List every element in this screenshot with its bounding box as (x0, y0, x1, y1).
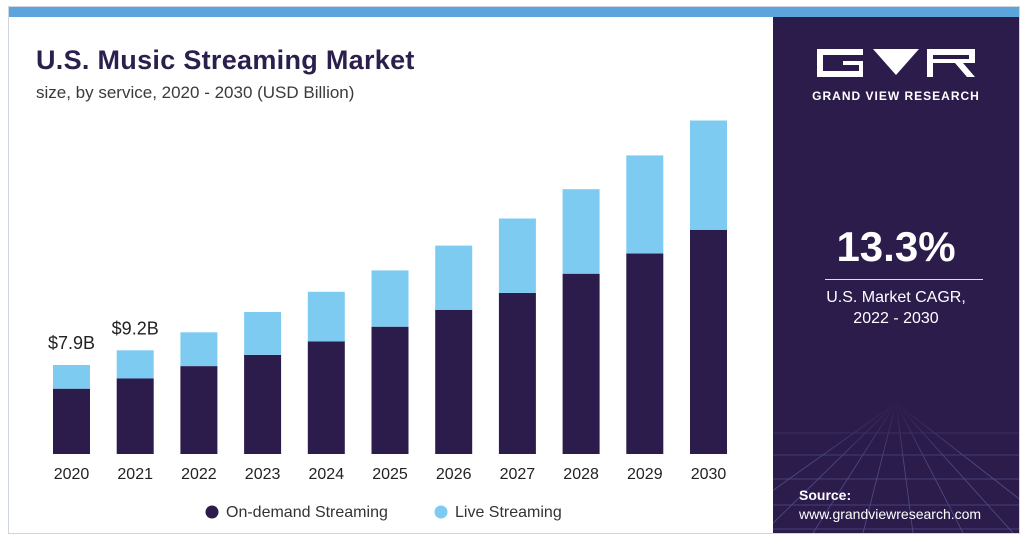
legend-swatch (205, 505, 219, 519)
bar-on-demand-2021 (116, 378, 154, 454)
bar-on-demand-2020 (53, 388, 90, 454)
legend-label: Live Streaming (455, 504, 562, 521)
bar-live-2020 (53, 365, 90, 389)
bar-live-2024 (307, 291, 345, 342)
bar-on-demand-2029 (626, 253, 664, 454)
x-tick-label: 2029 (627, 466, 663, 483)
x-tick-label: 2027 (500, 466, 536, 483)
bar-on-demand-2027 (498, 292, 536, 454)
x-tick-label: 2028 (563, 466, 599, 483)
source-label: Source: (799, 487, 852, 503)
bar-live-2028 (562, 189, 600, 274)
bar-live-2022 (180, 332, 218, 367)
x-tick-label: 2026 (436, 466, 472, 483)
x-tick-label: 2024 (309, 466, 345, 483)
x-tick-label: 2020 (54, 466, 90, 483)
legend-label: On-demand Streaming (226, 504, 388, 521)
x-tick-label: 2025 (372, 466, 408, 483)
bar-live-2026 (435, 245, 473, 310)
bar-live-2023 (244, 312, 282, 355)
chart-panel: U.S. Music Streaming Market size, by ser… (9, 17, 771, 533)
data-label: $7.9B (48, 333, 95, 353)
x-tick-label: 2030 (691, 466, 727, 483)
data-label: $9.2B (112, 318, 159, 338)
brand-logo-icon (817, 49, 975, 77)
x-tick-label: 2022 (181, 466, 217, 483)
grid-pattern-decoration (773, 403, 1019, 533)
bar-live-2021 (116, 350, 154, 379)
cagr-value: 13.3% (836, 223, 956, 270)
bar-chart: 2020 2021 2022 2023 2024 2025 2026 2027 2028 2029… (48, 120, 727, 521)
x-tick-label: 2021 (117, 466, 153, 483)
cagr-label: U.S. Market CAGR, 2022 - 2030 (773, 287, 1019, 329)
report-card: U.S. Music Streaming Market size, by ser… (8, 6, 1020, 534)
bar-on-demand-2025 (371, 326, 409, 454)
bar-live-2029 (626, 155, 664, 254)
bar-on-demand-2022 (180, 366, 218, 454)
brand-name: GRAND VIEW RESEARCH (812, 89, 980, 103)
chart-subtitle: size, by service, 2020 - 2030 (USD Billi… (36, 83, 355, 102)
bar-on-demand-2023 (244, 354, 282, 454)
source-link[interactable]: www.grandviewresearch.com (799, 506, 982, 522)
bar-on-demand-2024 (307, 341, 345, 454)
cagr-label-line-2: 2022 - 2030 (853, 310, 939, 327)
bar-live-2025 (371, 270, 409, 327)
chart-title: U.S. Music Streaming Market (36, 45, 415, 75)
bar-on-demand-2026 (435, 309, 473, 454)
x-tick-label: 2023 (245, 466, 281, 483)
divider (825, 279, 983, 280)
bar-live-2030 (690, 120, 727, 230)
info-panel: GRAND VIEW RESEARCH 13.3% U.S. Market CA… (773, 17, 1019, 533)
bar-on-demand-2030 (690, 229, 727, 454)
top-accent-bar (9, 7, 1019, 17)
legend-swatch (434, 505, 448, 519)
bar-on-demand-2028 (562, 273, 600, 454)
cagr-label-line-1: U.S. Market CAGR, (826, 289, 966, 306)
bar-live-2027 (498, 218, 536, 293)
